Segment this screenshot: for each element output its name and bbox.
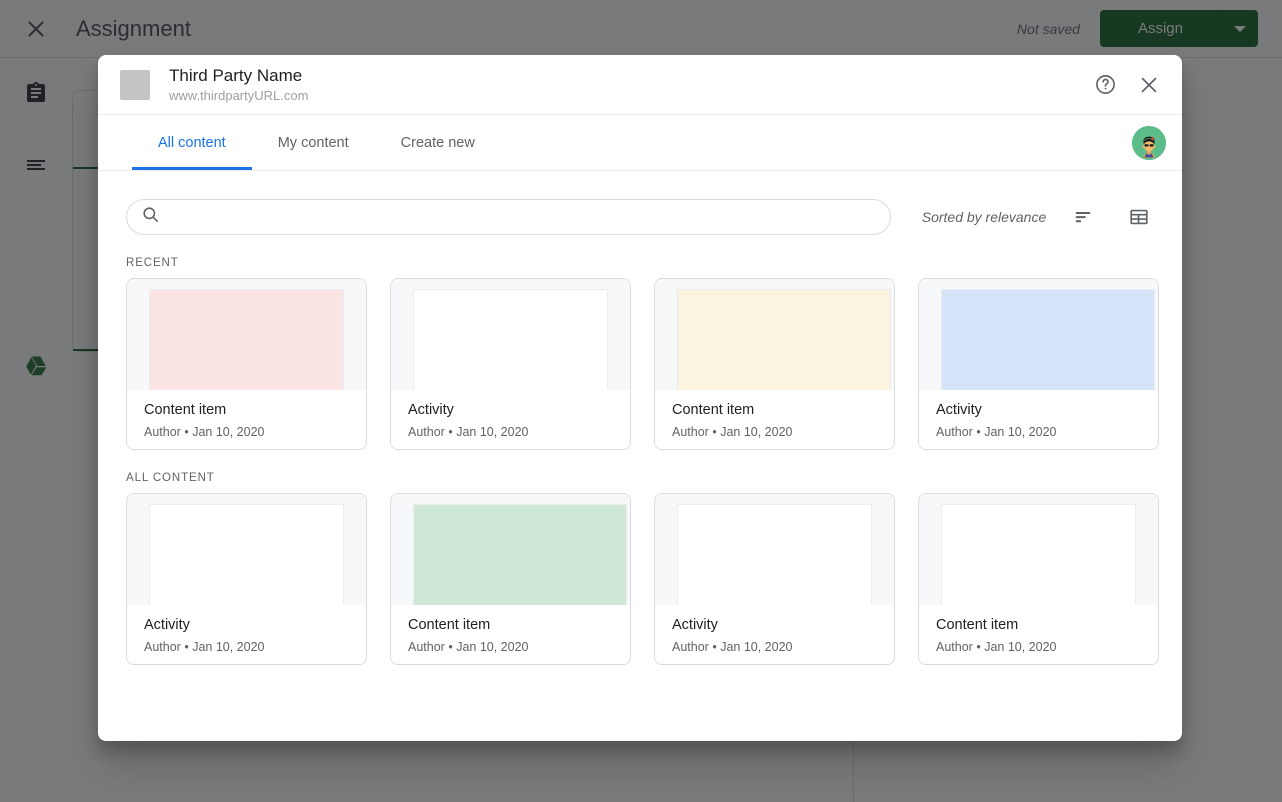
avatar[interactable] — [1132, 125, 1166, 160]
card-date: Jan 10, 2020 — [984, 425, 1057, 439]
dialog-app-name: Third Party Name — [169, 65, 303, 85]
card-meta: Author • Jan 10, 2020 — [408, 424, 613, 441]
search-toolbar: Sorted by relevance — [126, 199, 1154, 235]
card-title: Content item — [408, 617, 491, 633]
list-item[interactable]: Activity Author • Jan 10, 2020 — [390, 278, 631, 450]
dialog-title-block: Third Party Name www.thirdpartyURL.com — [169, 65, 308, 105]
list-item[interactable]: Content item Author • Jan 10, 2020 — [654, 278, 895, 450]
card-meta: Author • Jan 10, 2020 — [144, 639, 349, 656]
close-icon[interactable] — [1134, 70, 1164, 100]
tab-create-new[interactable]: Create new — [400, 134, 475, 151]
sort-icon[interactable] — [1068, 202, 1098, 232]
list-item[interactable]: Content item Author • Jan 10, 2020 — [126, 278, 367, 450]
card-info: Content item Author • Jan 10, 2020 — [127, 390, 366, 449]
card-thumbnail — [919, 494, 1158, 605]
card-title: Activity — [672, 617, 718, 633]
search-input[interactable] — [172, 208, 876, 226]
section-label-all-content: ALL CONTENT — [126, 472, 215, 484]
card-meta: Author • Jan 10, 2020 — [672, 639, 877, 656]
card-author: Author — [936, 640, 973, 654]
meta-separator: • — [712, 425, 717, 439]
card-info: Activity Author • Jan 10, 2020 — [391, 390, 630, 449]
card-title: Activity — [144, 617, 190, 633]
card-title: Activity — [408, 402, 454, 418]
thumbnail-preview — [677, 289, 891, 390]
card-date: Jan 10, 2020 — [192, 640, 265, 654]
help-icon[interactable] — [1090, 70, 1120, 100]
card-author: Author — [408, 425, 445, 439]
card-title: Content item — [144, 402, 227, 418]
card-date: Jan 10, 2020 — [456, 640, 529, 654]
meta-separator: • — [448, 640, 453, 654]
thumbnail-preview — [677, 504, 872, 605]
tab-all-content[interactable]: All content — [132, 115, 252, 170]
card-author: Author — [144, 425, 181, 439]
card-thumbnail — [391, 494, 630, 605]
third-party-picker-dialog: Third Party Name www.thirdpartyURL.com A… — [98, 55, 1182, 741]
tab-my-content[interactable]: My content — [277, 134, 349, 151]
meta-separator: • — [448, 425, 453, 439]
search-icon — [141, 205, 160, 229]
list-item[interactable]: Activity Author • Jan 10, 2020 — [126, 493, 367, 665]
dialog-app-url: www.thirdpartyURL.com — [169, 87, 309, 103]
card-title: Activity — [936, 402, 982, 418]
meta-separator: • — [184, 425, 189, 439]
thumbnail-preview — [413, 504, 627, 605]
third-party-app-icon — [120, 69, 150, 100]
card-title: Content item — [672, 402, 755, 418]
sort-label: Sorted by relevance — [921, 209, 1047, 225]
dialog-header: Third Party Name www.thirdpartyURL.com — [98, 55, 1182, 115]
dialog-tabs: All content My content Create new — [98, 115, 1182, 171]
card-thumbnail — [655, 494, 894, 605]
card-thumbnail — [655, 279, 894, 390]
card-author: Author — [936, 425, 973, 439]
section-label-recent: RECENT — [126, 257, 179, 269]
card-author: Author — [144, 640, 181, 654]
card-info: Content item Author • Jan 10, 2020 — [919, 605, 1158, 664]
thumbnail-preview — [941, 504, 1136, 605]
card-info: Activity Author • Jan 10, 2020 — [655, 605, 894, 664]
card-info: Content item Author • Jan 10, 2020 — [655, 390, 894, 449]
meta-separator: • — [184, 640, 189, 654]
thumbnail-preview — [941, 289, 1155, 390]
card-meta: Author • Jan 10, 2020 — [936, 424, 1141, 441]
card-title: Content item — [936, 617, 1019, 633]
card-info: Activity Author • Jan 10, 2020 — [919, 390, 1158, 449]
search-box[interactable] — [126, 199, 891, 235]
meta-separator: • — [712, 640, 717, 654]
card-author: Author — [672, 425, 709, 439]
meta-separator: • — [976, 640, 981, 654]
card-meta: Author • Jan 10, 2020 — [144, 424, 349, 441]
recent-card-grid: Content item Author • Jan 10, 2020 Activ… — [126, 278, 1159, 450]
card-meta: Author • Jan 10, 2020 — [936, 639, 1141, 656]
list-item[interactable]: Activity Author • Jan 10, 2020 — [918, 278, 1159, 450]
thumbnail-preview — [149, 289, 344, 390]
card-date: Jan 10, 2020 — [192, 425, 265, 439]
list-item[interactable]: Content item Author • Jan 10, 2020 — [390, 493, 631, 665]
card-meta: Author • Jan 10, 2020 — [672, 424, 877, 441]
card-thumbnail — [919, 279, 1158, 390]
card-author: Author — [672, 640, 709, 654]
card-date: Jan 10, 2020 — [720, 640, 793, 654]
card-meta: Author • Jan 10, 2020 — [408, 639, 613, 656]
card-info: Activity Author • Jan 10, 2020 — [127, 605, 366, 664]
card-info: Content item Author • Jan 10, 2020 — [391, 605, 630, 664]
meta-separator: • — [976, 425, 981, 439]
card-date: Jan 10, 2020 — [456, 425, 529, 439]
card-date: Jan 10, 2020 — [720, 425, 793, 439]
all-content-card-grid: Activity Author • Jan 10, 2020 Content i… — [126, 493, 1159, 665]
card-thumbnail — [127, 279, 366, 390]
card-thumbnail — [391, 279, 630, 390]
thumbnail-preview — [413, 289, 608, 390]
list-item[interactable]: Activity Author • Jan 10, 2020 — [654, 493, 895, 665]
card-thumbnail — [127, 494, 366, 605]
dialog-body: Sorted by relevance RECENT — [98, 171, 1182, 741]
card-date: Jan 10, 2020 — [984, 640, 1057, 654]
thumbnail-preview — [149, 504, 344, 605]
dialog-header-actions — [1090, 70, 1164, 100]
grid-view-icon[interactable] — [1124, 202, 1154, 232]
list-item[interactable]: Content item Author • Jan 10, 2020 — [918, 493, 1159, 665]
card-author: Author — [408, 640, 445, 654]
